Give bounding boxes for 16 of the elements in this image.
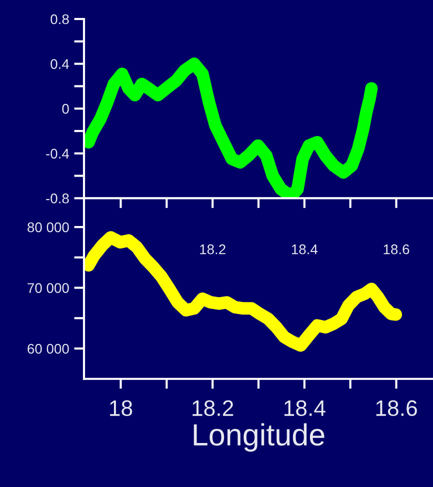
y-tick-label: 60 000 (28, 344, 69, 354)
x-tick-label: 18.2 (200, 244, 226, 254)
x-tick-label: 18 (110, 400, 132, 416)
x-tick-label: 18.6 (376, 400, 417, 416)
y-tick-label: 80 000 (28, 222, 69, 232)
y-tick-label: 0.4 (50, 59, 70, 69)
y-tick-label: -0.8 (46, 194, 69, 204)
x-axis-title: Longitude (194, 423, 324, 452)
y-tick-label: -0.4 (46, 148, 70, 159)
y-tick-label: 0 (62, 104, 69, 114)
y-tick-label: 70 000 (28, 283, 69, 293)
y-tick-label: 0.8 (50, 14, 69, 24)
x-tick-label: 18.6 (384, 244, 410, 254)
x-tick-label: 18.4 (284, 400, 326, 416)
x-tick-label: 18.4 (292, 244, 318, 254)
x-tick-label: 18.2 (192, 400, 234, 416)
